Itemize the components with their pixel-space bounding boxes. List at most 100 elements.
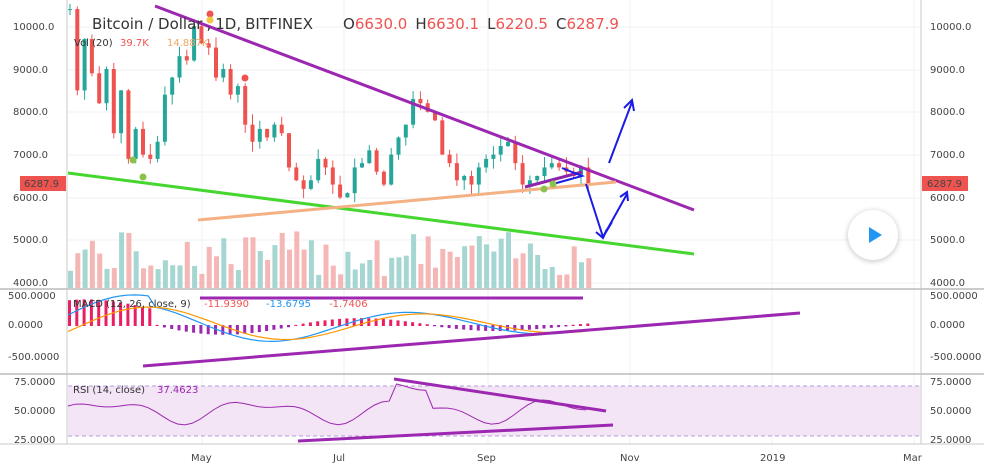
volume-bar xyxy=(272,245,278,288)
axis-tick-label: 8000.0 xyxy=(930,107,965,118)
volume-bar xyxy=(206,246,212,288)
macd-axis-left[interactable]: 500.0000 0.0000 -500.0000 xyxy=(8,291,59,363)
rsi-line xyxy=(67,383,587,426)
volume-bar xyxy=(454,257,460,288)
candle xyxy=(338,184,343,198)
candle xyxy=(535,176,540,181)
axis-tick-label: 7000.0 xyxy=(13,150,48,161)
macd-hist-bar xyxy=(396,320,400,326)
svg-text:-1.7406: -1.7406 xyxy=(329,299,368,310)
volume-bar xyxy=(184,241,190,288)
support-trendline[interactable] xyxy=(67,171,695,256)
macd-hist-bar xyxy=(535,325,539,330)
macd-hist-bar xyxy=(338,318,342,326)
volume-bar xyxy=(177,265,183,288)
price-axis-right[interactable]: 10000.0 9000.0 8000.0 7000.0 6000.0 5000.0 400… xyxy=(930,22,971,289)
candle xyxy=(294,167,299,181)
macd-axis-right[interactable]: 500.0000 0.0000 -500.0000 xyxy=(930,291,981,363)
rsi-axis-right[interactable]: 75.0000 50.0000 25.0000 xyxy=(930,377,971,446)
candle xyxy=(104,69,109,104)
volume-bar xyxy=(352,269,358,288)
svg-text:-13.6795: -13.6795 xyxy=(266,299,311,310)
candle xyxy=(462,176,467,181)
candle xyxy=(484,158,489,168)
time-tick-label: Mar xyxy=(903,453,923,464)
macd-hist-bar xyxy=(294,324,298,326)
macd-hist-bar xyxy=(586,323,590,326)
macd-hist-bar xyxy=(323,320,327,326)
volume-bar xyxy=(586,258,592,288)
candle xyxy=(199,26,204,44)
macd-hist-bar xyxy=(133,305,137,326)
volume-bar xyxy=(243,237,249,288)
macd-hist-bar xyxy=(433,325,436,327)
macd-hist-bar xyxy=(374,318,378,326)
volume-bar xyxy=(535,254,541,288)
price-axis-left[interactable]: 10000.0 9000.0 8000.0 7000.0 6000.0 5000.0 400… xyxy=(13,22,54,289)
macd-hist-bar xyxy=(199,325,203,334)
volume-bar xyxy=(549,266,555,288)
forecast-arrows[interactable] xyxy=(552,97,635,240)
volume-bar xyxy=(491,251,497,288)
macd-hist-bar xyxy=(82,299,86,326)
macd-hist-bar xyxy=(476,325,480,331)
volume-bar xyxy=(513,258,519,288)
candlestick-series xyxy=(68,3,591,203)
candle xyxy=(257,128,262,142)
rsi-bottom-line[interactable] xyxy=(297,423,614,443)
candle xyxy=(440,120,445,155)
volume-bar xyxy=(403,255,409,288)
triangle-lower-line[interactable] xyxy=(524,170,583,189)
macd-hist-bar xyxy=(498,325,502,332)
svg-text:-11.9390: -11.9390 xyxy=(204,299,249,310)
svg-text:MACD (12, 26, close, 9): MACD (12, 26, close, 9) xyxy=(73,299,191,310)
volume-bar xyxy=(542,269,548,288)
axis-tick-label: 75.0000 xyxy=(930,377,971,388)
candle xyxy=(279,124,284,134)
macd-hist-bar xyxy=(447,325,451,329)
volume-bar xyxy=(498,238,504,288)
candle xyxy=(308,180,313,189)
candle xyxy=(89,39,94,74)
volume-bar xyxy=(338,274,344,288)
candle xyxy=(411,98,416,125)
volume-bar xyxy=(579,262,584,288)
axis-tick-label: 0.0000 xyxy=(930,320,965,331)
time-axis[interactable]: May Jul Sep Nov 2019 Mar xyxy=(191,453,923,464)
candle xyxy=(323,158,328,168)
candle xyxy=(214,47,218,78)
volume-bar xyxy=(111,268,117,288)
rsi-legend[interactable]: RSI (14, close) 37.4623 xyxy=(73,385,198,396)
macd-hist-bar xyxy=(301,323,305,326)
macd-bottom-line[interactable] xyxy=(142,311,801,368)
candle xyxy=(316,158,321,181)
volume-bar xyxy=(257,251,263,288)
macd-hist-bar xyxy=(557,325,561,328)
macd-hist-bar xyxy=(89,299,93,326)
candle xyxy=(184,56,189,61)
rsi-top-line[interactable] xyxy=(393,377,607,413)
axis-tick-label: 500.0000 xyxy=(930,291,978,302)
candle xyxy=(250,124,255,142)
volume-bar xyxy=(294,231,300,288)
macd-hist-bar xyxy=(345,318,349,326)
volume-bar xyxy=(557,275,563,288)
rsi-axis-left[interactable]: 75.0000 50.0000 25.0000 xyxy=(14,377,55,446)
candle xyxy=(272,124,277,138)
resistance-trendline[interactable] xyxy=(154,4,695,212)
volume-bar xyxy=(221,238,227,288)
volume-bar xyxy=(330,265,336,288)
volume-legend[interactable]: Vol (20) 39.7K 14.887K xyxy=(74,38,209,49)
candle xyxy=(68,9,72,11)
macd-hist-bar xyxy=(235,325,239,335)
play-button[interactable] xyxy=(848,210,898,260)
macd-hist-bar xyxy=(126,303,130,326)
macd-legend[interactable]: MACD (12, 26, close, 9) -11.9390 -13.679… xyxy=(73,299,368,310)
axis-tick-label: -500.0000 xyxy=(930,352,981,363)
symbol-legend[interactable]: Bitcoin / Dollar, 1D, BITFINEX O6630.0 H663… xyxy=(92,15,619,33)
macd-hist-bar xyxy=(564,325,568,327)
volume-bar xyxy=(192,265,198,288)
volume-bar xyxy=(235,270,241,288)
svg-text:RSI (14, close): RSI (14, close) xyxy=(73,385,145,396)
